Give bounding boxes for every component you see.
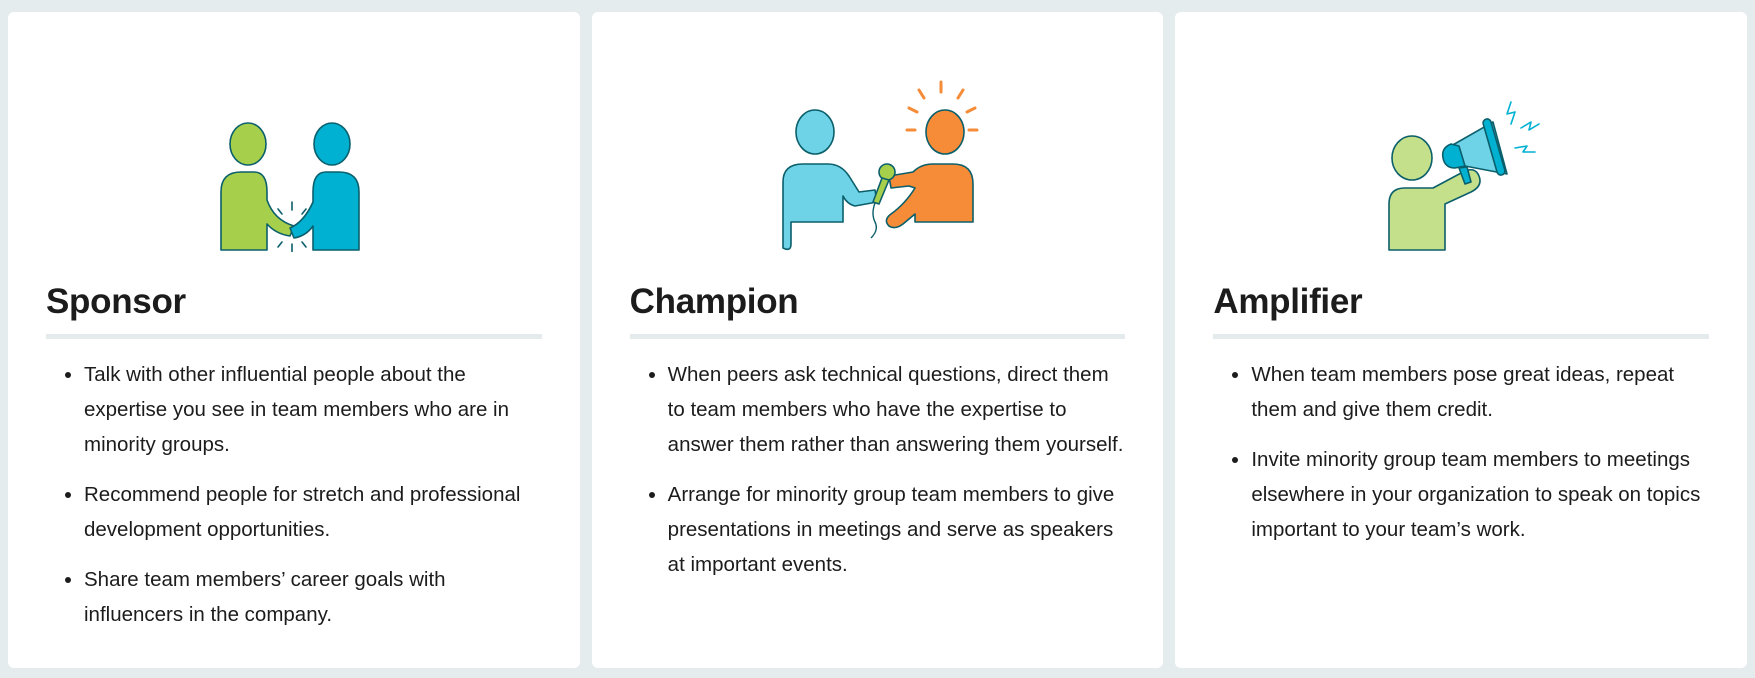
microphone-interview-illustration-icon [781,80,978,251]
title-divider [1213,334,1710,340]
champion-illustration [630,12,1126,252]
list-item: Invite minority group team members to me… [1251,442,1709,547]
card-title: Champion [629,282,799,321]
list-item: Share team members’ career goals with in… [84,562,542,632]
list-item: Arrange for minority group team members … [668,477,1126,582]
sponsor-card: Sponsor Talk with other influential peop… [8,12,580,668]
list-item: When team members pose great ideas, repe… [1251,357,1709,427]
handshake-illustration-icon [220,122,360,252]
megaphone-illustration-icon [1388,101,1540,251]
list-item: Recommend people for stretch and profess… [84,477,542,547]
bullet-list: When peers ask technical questions, dire… [630,357,1126,582]
bullet-list: Talk with other influential people about… [46,357,542,632]
amplifier-card: Amplifier When team members pose great i… [1175,12,1748,668]
champion-card: Champion When peers ask technical questi… [591,12,1164,668]
title-divider [46,334,542,340]
amplifier-illustration [1213,12,1709,252]
card-title: Sponsor [46,282,186,321]
card-title: Amplifier [1213,282,1363,321]
list-item: Talk with other influential people about… [84,357,542,462]
list-item: When peers ask technical questions, dire… [668,357,1126,462]
bullet-list: When team members pose great ideas, repe… [1213,357,1709,547]
title-divider [629,334,1126,340]
sponsor-illustration [46,12,542,252]
